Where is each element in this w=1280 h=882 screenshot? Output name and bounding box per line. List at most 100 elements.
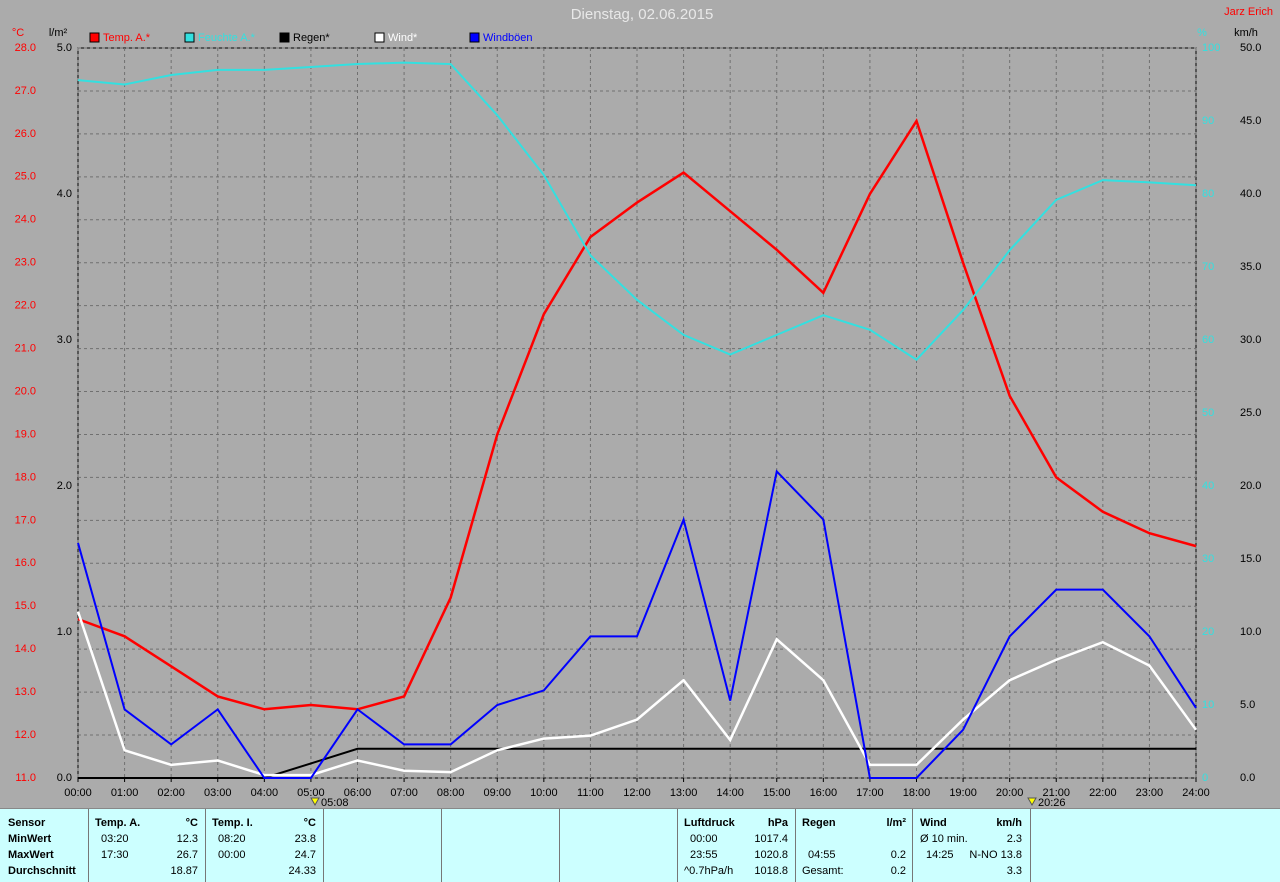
y-tick-label: 26.0 — [15, 128, 36, 140]
series-line — [77, 469, 1197, 779]
y3-tick-label: 30 — [1202, 553, 1214, 565]
y4-tick-label: 50.0 — [1240, 42, 1261, 54]
legend-label: Wind* — [388, 32, 418, 44]
legend-label: Feuchte A.* — [198, 32, 256, 44]
x-tick-label: 11:00 — [577, 787, 604, 799]
y-tick-label: 11.0 — [15, 772, 36, 784]
x-tick-label: 05:00 — [297, 787, 325, 799]
y4-tick-label: 35.0 — [1240, 261, 1261, 273]
x-tick-label: 04:00 — [251, 787, 279, 799]
y3-tick-label: 100 — [1202, 42, 1220, 54]
header: Wind — [920, 817, 947, 829]
y-tick-label: 16.0 — [15, 557, 36, 569]
header: Temp. A. — [95, 817, 141, 829]
y3-tick-label: 40 — [1202, 480, 1214, 492]
series-line — [77, 61, 1197, 362]
y2-tick-label: 5.0 — [57, 42, 72, 54]
y4-tick-label: 15.0 — [1240, 553, 1261, 565]
header: Luftdruck — [684, 817, 735, 829]
y3-tick-label: 90 — [1202, 115, 1214, 127]
legend-swatch — [279, 32, 290, 43]
label: Ø 10 min. — [920, 833, 968, 845]
row-label: Durchschnitt — [8, 865, 76, 877]
legend-label: Windböen — [483, 32, 533, 44]
legend-label: Regen* — [293, 32, 330, 44]
grid — [77, 47, 1197, 779]
separator — [88, 809, 89, 882]
y-tick-label: 25.0 — [15, 171, 36, 183]
separator — [677, 809, 678, 882]
y-tick-label: 14.0 — [15, 643, 36, 655]
y-tick-label: 15.0 — [15, 600, 36, 612]
y4-tick-label: 5.0 — [1240, 699, 1255, 711]
unit: °C — [185, 817, 198, 829]
y4-tick-label: 0.0 — [1240, 772, 1255, 784]
y3-tick-label: 0 — [1202, 772, 1208, 784]
time: 17:30 — [101, 849, 129, 861]
x-tick-label: 21:00 — [1042, 787, 1070, 799]
x-tick-label: 07:00 — [390, 787, 418, 799]
value: 18.87 — [170, 865, 198, 877]
y2-tick-label: 4.0 — [57, 188, 72, 200]
y-tick-label: 23.0 — [15, 257, 36, 269]
y4-tick-label: 25.0 — [1240, 407, 1261, 419]
time: 00:00 — [690, 833, 718, 845]
value: 1018.8 — [754, 865, 788, 877]
time: 08:20 — [218, 833, 246, 845]
value: 1020.8 — [754, 849, 788, 861]
y-tick-label: 27.0 — [15, 85, 36, 97]
y-tick-label: 22.0 — [15, 300, 36, 312]
legend-swatch — [469, 32, 480, 43]
x-tick-label: 24:00 — [1182, 787, 1210, 799]
separator — [795, 809, 796, 882]
unit: km/h — [996, 817, 1022, 829]
y-tick-label: 13.0 — [15, 686, 36, 698]
value: 2.3 — [1006, 833, 1022, 845]
x-tick-label: 18:00 — [903, 787, 931, 799]
x-tick-label: 00:00 — [64, 787, 92, 799]
x-tick-label: 01:00 — [111, 787, 139, 799]
y-tick-label: 19.0 — [15, 428, 36, 440]
legend-swatch — [374, 32, 385, 43]
value: 26.7 — [176, 849, 198, 861]
y2-axis-unit: l/m² — [49, 27, 68, 39]
y3-tick-label: 50 — [1202, 407, 1214, 419]
chart-title: Dienstag, 02.06.2015 — [571, 6, 714, 23]
separator — [205, 809, 206, 882]
x-tick-label: 03:00 — [204, 787, 232, 799]
x-tick-label: 02:00 — [157, 787, 185, 799]
series-line — [76, 611, 1198, 777]
y4-tick-label: 10.0 — [1240, 626, 1261, 638]
x-tick-label: 16:00 — [810, 787, 838, 799]
x-tick-label: 17:00 — [856, 787, 884, 799]
y3-tick-label: 80 — [1202, 188, 1214, 200]
unit: °C — [303, 817, 316, 829]
x-tick-label: 23:00 — [1136, 787, 1164, 799]
time: 00:00 — [218, 849, 246, 861]
y3-axis-unit: % — [1197, 27, 1207, 39]
x-tick-label: 06:00 — [344, 787, 372, 799]
y3-tick-label: 10 — [1202, 699, 1214, 711]
value: 0.2 — [890, 849, 906, 861]
x-tick-label: 12:00 — [623, 787, 651, 799]
separator — [912, 809, 913, 882]
legend-swatch — [184, 32, 195, 43]
x-tick-label: 20:00 — [996, 787, 1024, 799]
x-tick-label: 14:00 — [716, 787, 744, 799]
y-tick-label: 17.0 — [15, 514, 36, 526]
header: Regen — [802, 817, 836, 829]
trend: ^0.7hPa/h — [684, 865, 734, 877]
label: Gesamt: — [802, 865, 844, 877]
x-tick-label: 19:00 — [949, 787, 977, 799]
x-tick-label: 10:00 — [530, 787, 558, 799]
y-tick-label: 18.0 — [15, 471, 36, 483]
y-axis-unit: °C — [12, 27, 24, 39]
time: 04:55 — [808, 849, 836, 861]
time: 03:20 — [101, 833, 129, 845]
value: 0.2 — [890, 865, 906, 877]
y2-tick-label: 2.0 — [57, 480, 72, 492]
value: 12.3 — [176, 833, 198, 845]
y2-tick-label: 3.0 — [57, 334, 72, 346]
y4-tick-label: 20.0 — [1240, 480, 1261, 492]
